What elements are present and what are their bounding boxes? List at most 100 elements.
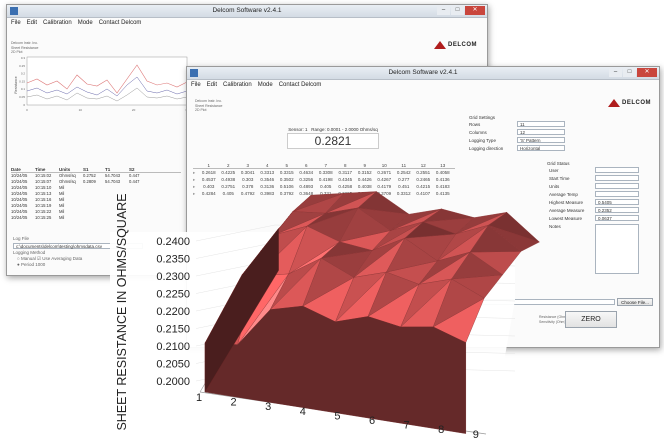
grid-cell[interactable]: 0.378 — [242, 184, 254, 189]
grid-cell[interactable]: 0.4225 — [221, 170, 236, 175]
grid-cell[interactable]: 0.3256 — [299, 177, 314, 182]
menu-edit[interactable]: Edit — [206, 81, 218, 88]
table-header[interactable]: Time — [35, 167, 46, 172]
minimize-icon[interactable]: – — [609, 68, 622, 77]
grid-cell[interactable]: 0.4179 — [377, 184, 392, 189]
table-header[interactable]: Date — [11, 167, 21, 172]
close-icon[interactable]: ✕ — [465, 6, 485, 15]
grid-cell[interactable]: 0.4258 — [338, 184, 353, 189]
grid-cell[interactable]: 0.3136 — [260, 184, 275, 189]
grid-cell[interactable]: 0.3792 — [279, 191, 294, 196]
grid-cell[interactable]: 0.3546 — [260, 177, 275, 182]
table-row[interactable]: 10/24/05 10:15:16 Mil — [11, 197, 181, 203]
grid-cell[interactable]: 0.451 — [398, 184, 410, 189]
grid-cell[interactable]: 0.4058 — [435, 170, 450, 175]
grid-cell[interactable]: 0.3041 — [240, 170, 255, 175]
surface-facet — [274, 211, 326, 236]
grid-cell[interactable]: 0.2751 — [221, 184, 236, 189]
grid-cell[interactable]: 0.3502 — [279, 177, 294, 182]
table-header[interactable]: S1 — [83, 167, 89, 172]
grid-cell[interactable]: 0.2551 — [416, 170, 431, 175]
grid-cell[interactable]: 0.4792 — [240, 191, 255, 196]
table-header[interactable]: T1 — [105, 167, 111, 172]
grid-cell[interactable]: 0.3315 — [279, 170, 294, 175]
notes-field[interactable] — [595, 224, 639, 274]
close-icon[interactable]: ✕ — [637, 68, 657, 77]
grid-cell[interactable]: 0.4215 — [416, 184, 431, 189]
grid-cell[interactable]: 0.277 — [398, 177, 410, 182]
table-header[interactable]: S2 — [129, 167, 135, 172]
grid-cell[interactable]: 0.3312 — [396, 191, 411, 196]
status-field[interactable] — [595, 191, 639, 197]
grid-cell[interactable]: 0.3117 — [338, 170, 352, 175]
table-row[interactable]: 10/24/05 10:15:02 Ohms/sq 0.2752 54.7043 0.44… — [11, 173, 181, 179]
status-field[interactable] — [595, 167, 639, 173]
table-header[interactable]: Units — [59, 167, 71, 172]
table-row[interactable]: 10/24/05 10:15:13 Mil — [11, 191, 181, 197]
grid-cell[interactable]: 0.4938 — [221, 177, 236, 182]
grid-cell[interactable]: 0.4284 — [201, 191, 216, 196]
grid-cell[interactable]: 0.303 — [242, 177, 254, 182]
grid-cell[interactable]: 0.4345 — [338, 177, 353, 182]
grid-cell[interactable]: 0.3648 — [299, 191, 314, 196]
grid-cell[interactable]: 0.3308 — [318, 170, 333, 175]
grid-cell[interactable]: 0.4136 — [435, 177, 450, 182]
grid-cell[interactable]: 0.4135 — [435, 191, 450, 196]
menu-calibration[interactable]: Calibration — [223, 81, 252, 88]
menu-edit[interactable]: Edit — [26, 19, 38, 26]
grid-cell[interactable]: 0.5106 — [279, 184, 294, 189]
grid-cell[interactable]: 0.4537 — [201, 177, 216, 182]
period-value[interactable]: 1000 — [35, 262, 46, 267]
table-cell: Mil — [59, 197, 65, 202]
grid-cell[interactable]: 0.4038 — [357, 184, 372, 189]
menu-mode[interactable]: Mode — [257, 81, 273, 88]
grid-cell[interactable]: 0.2671 — [377, 170, 392, 175]
menu-mode[interactable]: Mode — [77, 19, 93, 26]
status-field[interactable] — [595, 183, 639, 189]
menu-file[interactable]: File — [191, 81, 201, 88]
status-field[interactable]: 0.0637 — [595, 215, 639, 221]
grid-cell[interactable]: 0.403 — [203, 184, 215, 189]
maximize-icon[interactable]: □ — [451, 6, 464, 15]
menu-contact-delcom[interactable]: Contact Delcom — [98, 19, 142, 26]
grid-cell[interactable]: 0.3709 — [377, 191, 392, 196]
grid-cell[interactable]: 0.4267 — [377, 177, 392, 182]
zero-button[interactable]: ZERO — [565, 311, 617, 328]
front-titlebar[interactable]: Delcom Software v2.4.1 – □ ✕ — [187, 67, 659, 80]
grid-cell[interactable]: 0.331 — [320, 191, 332, 196]
menu-file[interactable]: File — [11, 19, 21, 26]
grid-cell[interactable]: 0.4634 — [299, 170, 314, 175]
table-row[interactable]: 10/24/05 10:15:19 Mil — [11, 203, 181, 209]
maximize-icon[interactable]: □ — [623, 68, 636, 77]
grid-setting-field[interactable]: 12 — [517, 129, 565, 135]
grid-cell[interactable]: 0.2542 — [396, 170, 411, 175]
table-row[interactable]: 10/24/05 10:15:10 Mil — [11, 185, 181, 191]
back-titlebar[interactable]: Delcom Software v2.4.1 – □ ✕ — [7, 5, 487, 18]
grid-cell[interactable]: 0.4426 — [357, 177, 372, 182]
table-row[interactable]: 10/24/05 10:15:25 Mil — [11, 215, 181, 221]
grid-cell[interactable]: 0.3983 — [260, 191, 275, 196]
status-field[interactable]: 0.2352 — [595, 207, 639, 213]
table-row[interactable]: 10/24/05 10:15:22 Mil — [11, 209, 181, 215]
grid-cell[interactable]: 0.405 — [222, 191, 234, 196]
choose-file-button[interactable]: Choose File... — [617, 298, 653, 306]
grid-cell[interactable]: 0.3313 — [260, 170, 275, 175]
manual-option[interactable]: ○ Manual ☑ Use Averaging Data — [17, 256, 83, 261]
grid-setting-field[interactable]: 'S' Pattern — [517, 137, 565, 143]
menu-contact-delcom[interactable]: Contact Delcom — [278, 81, 322, 88]
grid-cell[interactable]: 0.4893 — [299, 184, 314, 189]
grid-cell[interactable]: 0.4198 — [318, 177, 333, 182]
grid-cell[interactable]: 0.2618 — [201, 170, 216, 175]
menu-calibration[interactable]: Calibration — [43, 19, 72, 26]
status-field[interactable]: 0.5405 — [595, 199, 639, 205]
status-field[interactable] — [595, 175, 639, 181]
grid-cell[interactable]: 0.4183 — [435, 184, 450, 189]
grid-cell[interactable]: 0.2465 — [416, 177, 431, 182]
grid-setting-field[interactable]: Horizontal — [517, 145, 565, 151]
minimize-icon[interactable]: – — [437, 6, 450, 15]
table-row[interactable]: 10/24/05 10:15:07 Ohms/sq 0.2809 54.7043 0.44… — [11, 179, 181, 185]
grid-cell[interactable]: 0.405 — [320, 184, 332, 189]
grid-cell[interactable]: 0.4107 — [416, 191, 431, 196]
grid-setting-field[interactable]: 11 — [517, 121, 565, 127]
grid-cell[interactable]: 0.3152 — [357, 170, 372, 175]
